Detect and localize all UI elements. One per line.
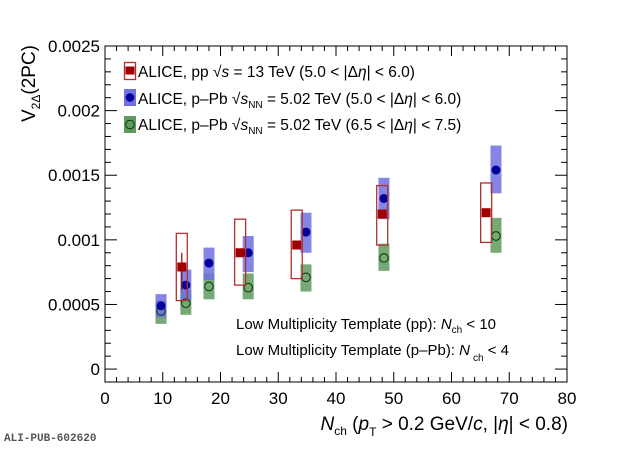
legend-label-ppb-low: ALICE, p–Pb √sNN = 5.02 TeV (5.0 < |Δη| … — [138, 91, 461, 111]
data-point — [156, 301, 166, 311]
y-axis-title: V2Δ(2PC) — [19, 45, 43, 122]
publication-id: ALI-PUB-602620 — [4, 433, 97, 445]
legend-label-pp: ALICE, pp √s = 13 TeV (5.0 < |Δη| < 6.0) — [138, 64, 415, 81]
y-tick-label: 0 — [91, 360, 100, 379]
syst-box — [490, 217, 502, 253]
x-tick-label: 10 — [153, 389, 172, 408]
legend-label-ppb-high: ALICE, p–Pb √sNN = 5.02 TeV (6.5 < |Δη| … — [138, 117, 461, 137]
data-point — [204, 258, 214, 268]
legend-marker-pp-box — [123, 61, 137, 81]
data-marks — [155, 145, 502, 324]
legend-marker-ppb-high-box — [124, 116, 136, 133]
data-point — [204, 281, 214, 292]
syst-box-outline — [376, 184, 389, 246]
x-tick-label: 50 — [384, 389, 403, 408]
data-point — [235, 248, 245, 258]
data-point — [301, 227, 311, 237]
axes: 0 10 20 30 40 50 60 70 80 0 0.0005 0.001 0.0015 0.002… — [48, 37, 576, 408]
data-point — [181, 298, 191, 309]
x-tick-label: 40 — [327, 389, 346, 408]
x-axis-title: Nch (pT > 0.2 GeV/c, |η| < 0.8) — [320, 414, 568, 439]
syst-box — [378, 243, 390, 271]
data-point — [379, 193, 389, 203]
data-point — [292, 240, 302, 250]
syst-box-outline — [290, 209, 303, 280]
x-tick-label: 0 — [100, 389, 109, 408]
data-point — [177, 262, 187, 272]
syst-box — [203, 273, 215, 300]
annotation-pp-template: Low Multiplicity Template (pp): Nch < 10 — [236, 316, 496, 336]
y-tick-label: 0.0025 — [48, 37, 100, 56]
syst-box-outline — [233, 218, 247, 286]
x-tick-label: 80 — [558, 389, 577, 408]
data-point — [181, 280, 191, 290]
y-tick-label: 0.002 — [57, 102, 100, 121]
syst-box — [300, 264, 312, 292]
data-point — [377, 209, 387, 219]
y-tick-label: 0.0015 — [48, 166, 100, 185]
syst-box — [242, 273, 254, 300]
legend-marker-ppb-high-circle — [125, 119, 135, 130]
legend: ALICE, pp √s = 13 TeV (5.0 < |Δη| < 6.0)… — [123, 61, 461, 137]
series-0-markers — [175, 182, 493, 302]
legend-entry-ppb-high: ALICE, p–Pb √sNN = 5.02 TeV (6.5 < |Δη| … — [124, 116, 461, 137]
y-tick-label: 0.001 — [57, 231, 100, 250]
syst-box — [180, 290, 192, 315]
syst-box-outline — [175, 232, 188, 302]
legend-entry-ppb-low: ALICE, p–Pb √sNN = 5.02 TeV (5.0 < |Δη| … — [124, 89, 461, 111]
legend-marker-ppb-low-circle — [125, 93, 135, 102]
data-point — [491, 165, 501, 175]
syst-box-outline — [479, 182, 493, 244]
data-point — [379, 253, 389, 263]
x-tick-label: 70 — [500, 389, 519, 408]
y-tick-label: 0.0005 — [48, 295, 100, 314]
x-tick-label: 30 — [269, 389, 288, 408]
data-point — [243, 282, 254, 293]
legend-marker-pp-square — [125, 66, 135, 75]
x-tick-label: 60 — [442, 389, 461, 408]
legend-entry-pp: ALICE, pp √s = 13 TeV (5.0 < |Δη| < 6.0) — [123, 61, 415, 81]
data-point — [481, 208, 491, 218]
x-tick-label: 20 — [211, 389, 230, 408]
